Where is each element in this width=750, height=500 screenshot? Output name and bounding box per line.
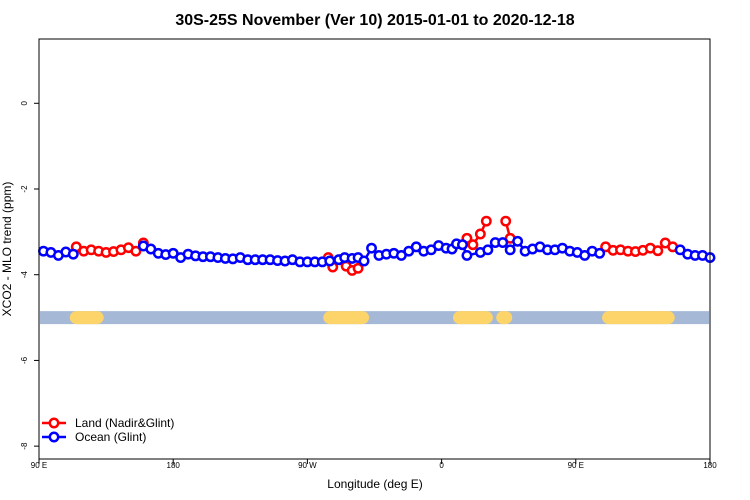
data-point: [457, 239, 468, 251]
legend-entry-ocean: Ocean (Glint): [42, 430, 146, 444]
y-tick-label: 0: [20, 101, 29, 106]
x-tick-label: 90 E: [568, 461, 584, 470]
x-tick-label: 180: [703, 461, 717, 470]
data-point: [467, 239, 479, 251]
series-ocean: [38, 235, 716, 268]
data-point: [504, 244, 516, 256]
x-axis: 90 E 180 90 W 0 90 E 180: [31, 459, 717, 470]
data-point: [366, 242, 377, 254]
data-point: [482, 244, 494, 256]
legend-marker-ocean: [48, 431, 60, 443]
data-point: [67, 248, 79, 260]
data-point: [130, 245, 142, 257]
x-tick-label: 90 E: [31, 461, 47, 470]
y-tick-label: -4: [20, 271, 29, 279]
x-axis-label: Longitude (deg E): [327, 477, 422, 491]
data-point: [480, 215, 492, 227]
x-tick-label: 90 W: [298, 461, 317, 470]
chart-title: 30S-25S November (Ver 10) 2015-01-01 to …: [175, 12, 574, 29]
data-point: [358, 255, 370, 267]
legend-label-land: Land (Nadir&Glint): [75, 416, 174, 430]
legend-label-ocean: Ocean (Glint): [75, 430, 146, 444]
y-axis: 0 -2 -4 -6 -8: [20, 101, 39, 450]
series-layer: [38, 215, 716, 276]
legend-entry-land: Land (Nadir&Glint): [42, 416, 174, 430]
y-axis-label: XCO2 - MLO trend (ppm): [0, 182, 14, 317]
legend: Land (Nadir&Glint) Ocean (Glint): [42, 416, 174, 444]
data-point: [474, 228, 486, 240]
data-point: [652, 245, 664, 257]
data-point: [594, 247, 606, 259]
data-point: [461, 249, 473, 261]
plot-frame: [38, 38, 711, 460]
y-tick-label: -8: [20, 442, 29, 450]
data-point: [324, 255, 336, 267]
data-point: [500, 215, 512, 227]
data-point: [497, 237, 509, 249]
y-tick-label: -2: [20, 185, 29, 193]
data-point: [352, 262, 364, 274]
legend-marker-land: [48, 417, 60, 429]
y-tick-label: -6: [20, 356, 29, 364]
x-tick-label: 180: [167, 461, 181, 470]
data-point: [512, 235, 524, 247]
x-tick-label: 0: [439, 461, 444, 470]
